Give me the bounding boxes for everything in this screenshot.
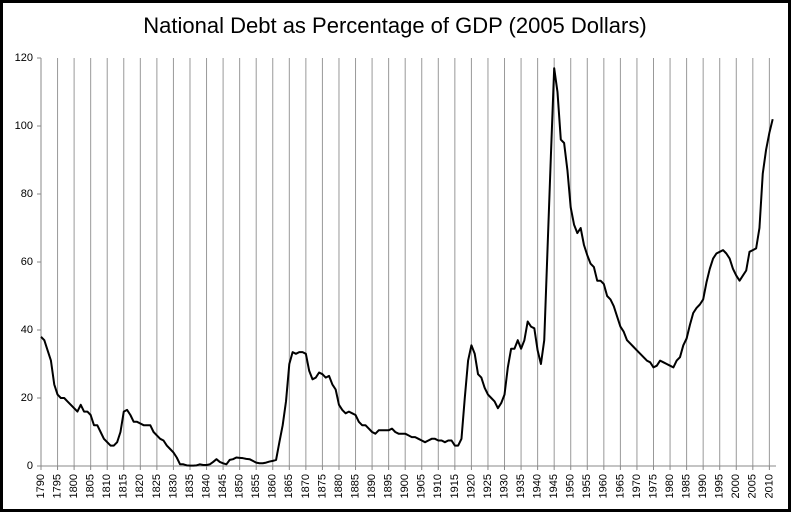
x-tick-label: 1950	[565, 474, 577, 498]
x-tick-label: 1885	[349, 474, 361, 498]
x-tick-label: 1790	[35, 474, 47, 498]
x-tick-label: 1810	[101, 474, 113, 498]
x-tick-label: 1850	[234, 474, 246, 498]
x-tick-label: 1820	[134, 474, 146, 498]
y-tick-label: 40	[21, 324, 33, 336]
y-tick-label: 20	[21, 392, 33, 404]
x-tick-label: 1935	[515, 474, 527, 498]
x-tick-label: 1910	[432, 474, 444, 498]
y-tick-label: 0	[27, 460, 33, 472]
data-line	[40, 67, 774, 467]
x-tick-label: 1835	[184, 474, 196, 498]
x-tick-label: 1900	[399, 474, 411, 498]
x-tick-label: 1940	[532, 474, 544, 498]
x-tick-label: 1805	[85, 474, 97, 498]
x-tick-label: 1840	[200, 474, 212, 498]
x-tick-label: 2010	[763, 474, 775, 498]
x-tick-label: 1970	[631, 474, 643, 498]
x-tick-label: 1955	[581, 474, 593, 498]
x-tick-label: 1905	[416, 474, 428, 498]
x-tick-label: 2005	[747, 474, 759, 498]
x-tick-label: 1870	[300, 474, 312, 498]
y-tick-label: 60	[21, 256, 33, 268]
x-tick-label: 1930	[498, 474, 510, 498]
x-tick-label: 1985	[681, 474, 693, 498]
x-tick-label: 1830	[167, 474, 179, 498]
x-tick-label: 1855	[250, 474, 262, 498]
x-tick-label: 1965	[614, 474, 626, 498]
x-tick-label: 1875	[316, 474, 328, 498]
x-tick-label: 1880	[333, 474, 345, 498]
x-tick-label: 1960	[598, 474, 610, 498]
x-tick-label: 1895	[383, 474, 395, 498]
x-tick-label: 1975	[647, 474, 659, 498]
x-tick-label: 1800	[68, 474, 80, 498]
x-tick-label: 1980	[664, 474, 676, 498]
x-tick-label: 1845	[217, 474, 229, 498]
x-tick-label: 1945	[548, 474, 560, 498]
x-tick-label: 1925	[482, 474, 494, 498]
y-tick-label: 100	[15, 120, 33, 132]
x-tick-label: 1915	[449, 474, 461, 498]
y-tick-label: 80	[21, 188, 33, 200]
x-tick-label: 1995	[714, 474, 726, 498]
x-tick-label: 1860	[267, 474, 279, 498]
chart-title: National Debt as Percentage of GDP (2005…	[143, 13, 646, 38]
x-tick-label: 1815	[118, 474, 130, 498]
x-tick-label: 1990	[697, 474, 709, 498]
y-tick-label: 120	[15, 52, 33, 64]
x-tick-label: 1825	[151, 474, 163, 498]
x-tick-label: 1920	[465, 474, 477, 498]
x-tick-label: 1795	[51, 474, 63, 498]
x-tick-label: 1890	[366, 474, 378, 498]
x-tick-label: 1865	[283, 474, 295, 498]
x-tick-label: 2000	[730, 474, 742, 498]
